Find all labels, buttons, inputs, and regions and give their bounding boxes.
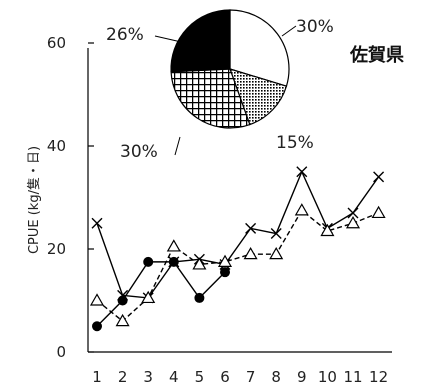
data-point-circle	[117, 295, 128, 306]
data-point-x	[296, 166, 308, 178]
x-tick-label: 2	[118, 368, 128, 385]
pie-slice-label: 30%	[120, 142, 158, 162]
chart-title: 佐賀県	[349, 44, 404, 66]
data-point-x	[270, 228, 282, 240]
pie-slice	[229, 68, 288, 126]
data-point-x	[373, 171, 385, 183]
data-point-triangle	[320, 223, 335, 237]
pie-slice	[170, 68, 251, 129]
data-point-triangle	[115, 313, 130, 327]
data-point-triangle	[294, 203, 309, 216]
data-point-triangle	[89, 293, 105, 306]
pie-slice-label: 26%	[106, 25, 144, 45]
pie-slice-label: 15%	[276, 133, 314, 153]
y-ticks: 0 20 40 60	[47, 34, 94, 361]
x-tick-label: 5	[195, 368, 205, 385]
series-group	[89, 166, 386, 332]
data-point-x	[91, 217, 103, 229]
data-point-circle	[143, 256, 154, 267]
pie-leader-line	[281, 25, 297, 37]
x-tick-label: 1	[92, 368, 102, 385]
y-tick-label: 60	[47, 34, 66, 52]
x-tick-label: 12	[369, 368, 388, 385]
data-point-triangle	[371, 205, 386, 219]
pie-chart: 30% 15% 30% 26%	[106, 9, 334, 162]
x-tick-label: 7	[246, 368, 256, 385]
data-point-circle	[220, 267, 230, 278]
data-point-circle	[168, 256, 179, 267]
y-tick-label: 20	[47, 240, 66, 258]
x-tick-label: 11	[343, 368, 362, 385]
data-point-circle	[92, 321, 102, 332]
pie-slice	[229, 9, 290, 87]
y-axis-label: CPUE (kg/隻・日)	[27, 146, 42, 254]
data-point-x	[245, 222, 257, 234]
x-tick-label: 6	[220, 368, 230, 385]
pie-leader-line	[154, 35, 191, 45]
x-tick-label: 3	[143, 368, 153, 385]
data-point-x	[347, 207, 359, 219]
data-point-triangle	[166, 239, 181, 252]
pie-slice-label: 30%	[296, 17, 334, 37]
axes	[87, 48, 392, 353]
x-tick-label: 4	[169, 368, 179, 385]
data-point-triangle	[345, 216, 361, 229]
series-3-line	[96, 261, 226, 327]
x-tick-label: 8	[271, 368, 281, 385]
y-tick-label: 40	[47, 137, 66, 155]
data-point-triangle	[192, 257, 207, 270]
pie-slice	[170, 9, 231, 73]
data-point-triangle	[217, 254, 233, 267]
data-point-circle	[194, 292, 205, 303]
x-ticks: 1 2 3 4 5 6 7 8 9 10 11 12	[92, 368, 388, 385]
series-2-line	[96, 209, 379, 323]
data-point-triangle	[269, 246, 284, 260]
x-tick-label: 10	[318, 368, 337, 385]
series-1-line	[96, 169, 380, 299]
x-tick-label: 9	[297, 368, 307, 385]
data-point-triangle	[141, 290, 156, 304]
pie-leader-line	[174, 136, 181, 156]
y-tick-label: 0	[56, 343, 66, 361]
data-point-triangle	[243, 246, 258, 260]
